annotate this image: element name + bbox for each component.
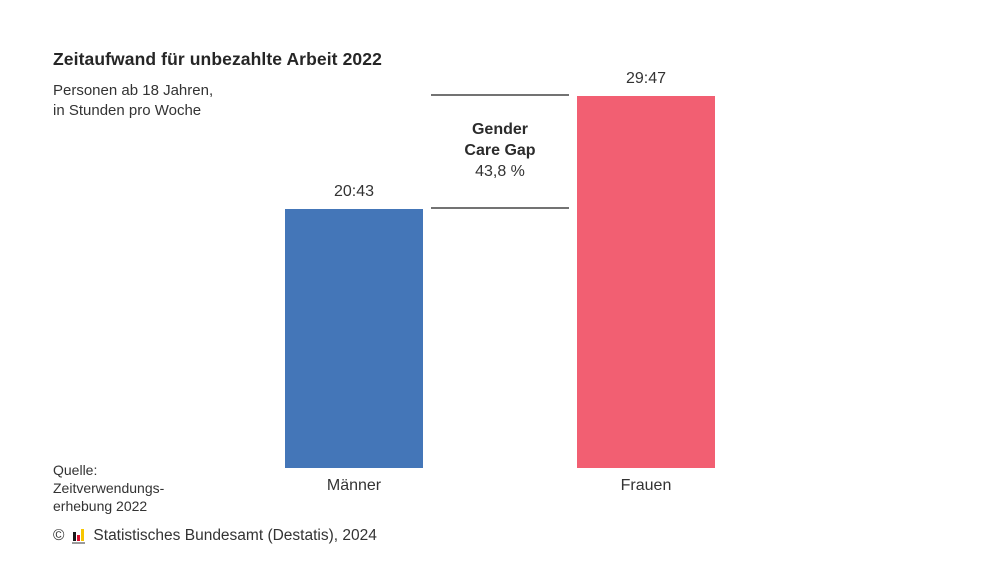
footer-credit-text: Statistisches Bundesamt (Destatis), 2024: [93, 527, 377, 544]
footer-credit: © Statistisches Bundesamt (Destatis), 20…: [53, 527, 377, 545]
source-line1: Quelle:: [53, 462, 98, 478]
source-note: Quelle: Zeitverwendungs- erhebung 2022: [53, 461, 164, 515]
bar-value-label-frauen: 29:47: [625, 70, 667, 87]
gap-annotation-line2: Care Gap: [464, 142, 536, 159]
bar-maenner: [285, 209, 423, 468]
gender-care-gap-annotation: Gender Care Gap 43,8 %: [431, 119, 569, 182]
gap-line-top: [431, 94, 569, 96]
chart-subtitle: Personen ab 18 Jahren, in Stunden pro Wo…: [53, 81, 213, 121]
destatis-logo-icon: [71, 528, 86, 544]
gap-annotation-line1: Gender: [471, 121, 528, 138]
category-label-frauen: Frauen: [620, 477, 672, 494]
chart-subtitle-line1: Personen ab 18 Jahren,: [53, 82, 214, 99]
copyright-symbol: ©: [53, 527, 65, 544]
source-line3: erhebung 2022: [53, 498, 148, 514]
category-label-maenner: Männer: [326, 477, 382, 494]
chart-subtitle-line2: in Stunden pro Woche: [53, 102, 202, 119]
chart-title: Zeitaufwand für unbezahlte Arbeit 2022: [53, 49, 382, 69]
source-line2: Zeitverwendungs-: [53, 480, 165, 496]
bar-value-label-maenner: 20:43: [333, 183, 375, 200]
bar-frauen: [577, 96, 715, 468]
gap-line-bottom: [431, 207, 569, 209]
gap-annotation-value: 43,8 %: [475, 163, 525, 180]
